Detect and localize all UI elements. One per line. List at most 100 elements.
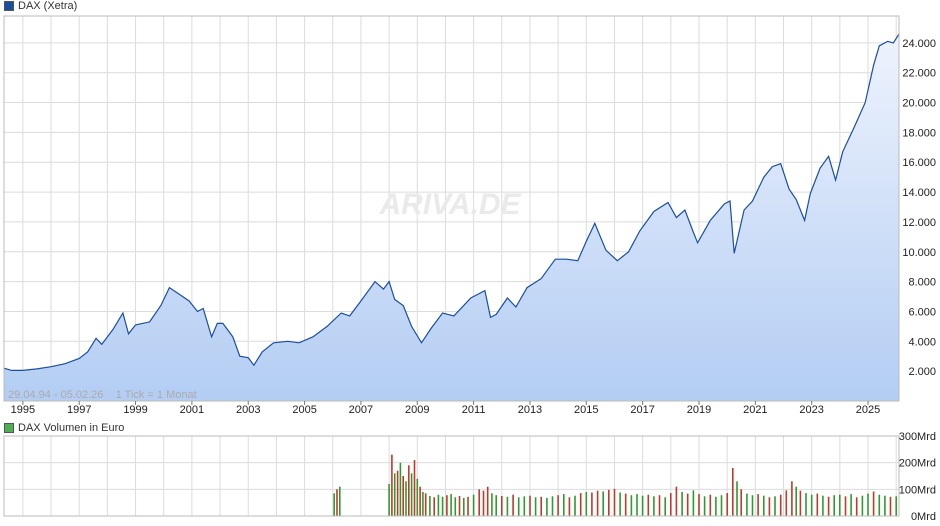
- volume-bar: [726, 493, 728, 516]
- price-area: [4, 33, 899, 402]
- volume-bar: [709, 494, 712, 516]
- volume-bar: [486, 486, 489, 516]
- volume-bar: [732, 468, 734, 516]
- volume-bar: [396, 470, 399, 516]
- volume-bar: [889, 496, 892, 516]
- y-tick-label: 16.000: [902, 157, 936, 169]
- volume-bar: [472, 494, 475, 516]
- volume-bar: [670, 493, 672, 516]
- volume-bar: [501, 496, 503, 516]
- volume-bar: [624, 493, 627, 516]
- y-axis: 2.000 4.000 6.000 8.000 10.000 12.000 14.000 16…: [902, 38, 936, 378]
- x-tick-label: 2023: [799, 404, 823, 416]
- volume-bar: [512, 494, 514, 516]
- volume-bar: [715, 496, 717, 516]
- volume-bar: [795, 486, 797, 516]
- volume-y-tick-label: 100Mrd: [899, 484, 936, 496]
- volume-legend-swatch: [4, 423, 14, 433]
- volume-bar: [424, 493, 427, 516]
- volume-bar: [410, 473, 413, 516]
- x-tick-label: 2013: [518, 404, 542, 416]
- y-tick-label: 22.000: [902, 68, 936, 80]
- volume-bar: [839, 494, 841, 516]
- volume-bar: [703, 496, 706, 516]
- volume-bar: [681, 492, 683, 516]
- volume-bar: [740, 489, 742, 516]
- price-legend: DAX (Xetra): [4, 0, 77, 12]
- volume-bar: [855, 497, 858, 516]
- volume-bar: [779, 494, 782, 516]
- volume-bar: [619, 492, 621, 516]
- x-tick-label: 1999: [123, 404, 147, 416]
- x-tick-label: 2009: [405, 404, 429, 416]
- volume-bar: [546, 497, 548, 516]
- price-frame: [3, 15, 900, 402]
- volume-bar: [517, 497, 520, 516]
- volume-bar: [720, 495, 723, 516]
- x-tick-label: 2003: [236, 404, 260, 416]
- y-tick-label: 4.000: [908, 336, 936, 348]
- volume-bar: [653, 496, 655, 516]
- volume-legend-label: DAX Volumen in Euro: [18, 422, 125, 434]
- volume-bar: [450, 494, 452, 516]
- volume-bar: [333, 493, 335, 516]
- volume-bar: [641, 495, 644, 516]
- volume-bar: [433, 497, 435, 516]
- volume-bar: [540, 496, 542, 516]
- volume-frame: [3, 435, 900, 517]
- x-tick-label: 2021: [743, 404, 767, 416]
- volume-y-tick-label: 200Mrd: [899, 458, 936, 470]
- volume-bar: [768, 497, 771, 516]
- volume-bar: [850, 494, 852, 516]
- volume-bar: [822, 495, 824, 516]
- x-tick-label: 1995: [11, 404, 35, 416]
- y-tick-label: 20.000: [902, 98, 936, 110]
- volume-bar: [675, 486, 678, 516]
- x-tick-label: 1997: [67, 404, 91, 416]
- volume-bars: [333, 454, 897, 516]
- y-tick-label: 24.000: [902, 38, 936, 50]
- volume-bar: [399, 462, 402, 516]
- x-tick-label: 2019: [687, 404, 711, 416]
- volume-bar: [613, 488, 616, 516]
- volume-bar: [506, 496, 509, 516]
- y-tick-label: 14.000: [902, 187, 936, 199]
- volume-bar: [602, 491, 604, 516]
- volume-bar: [429, 496, 431, 516]
- volume-bar: [791, 481, 793, 516]
- volume-bar: [523, 496, 526, 516]
- price-legend-swatch: [4, 1, 14, 11]
- volume-bar: [585, 492, 588, 516]
- volume-bar: [579, 493, 582, 516]
- volume-bar: [454, 497, 457, 516]
- x-tick-label: 2017: [630, 404, 654, 416]
- volume-bar: [608, 489, 610, 516]
- volume-bar: [757, 494, 759, 516]
- volume-bar: [419, 486, 421, 516]
- volume-bar: [833, 495, 835, 516]
- volume-bar: [441, 496, 444, 516]
- volume-bar: [491, 493, 493, 516]
- volume-bar: [339, 486, 341, 516]
- x-tick-label: 2015: [574, 404, 598, 416]
- volume-bar: [388, 484, 390, 516]
- volume-bar: [557, 495, 559, 516]
- y-tick-label: 10.000: [902, 247, 936, 259]
- volume-bar: [563, 494, 565, 516]
- volume-bar: [630, 495, 633, 516]
- volume-bar: [686, 493, 689, 516]
- y-tick-label: 12.000: [902, 217, 936, 229]
- y-tick-label: 8.000: [908, 277, 936, 289]
- volume-bar: [810, 494, 813, 516]
- volume-bar: [596, 490, 599, 516]
- volume-bar: [534, 497, 537, 516]
- volume-bar: [551, 496, 554, 516]
- volume-bar: [751, 495, 754, 516]
- volume-bar: [827, 496, 830, 516]
- volume-bar: [664, 497, 666, 516]
- volume-bar: [878, 494, 881, 516]
- x-axis: 1995 1997 1999 2001 2003 2005 2007 2009 2011 2013…: [11, 401, 880, 416]
- volume-bar: [568, 497, 571, 516]
- volume-bar: [647, 494, 650, 516]
